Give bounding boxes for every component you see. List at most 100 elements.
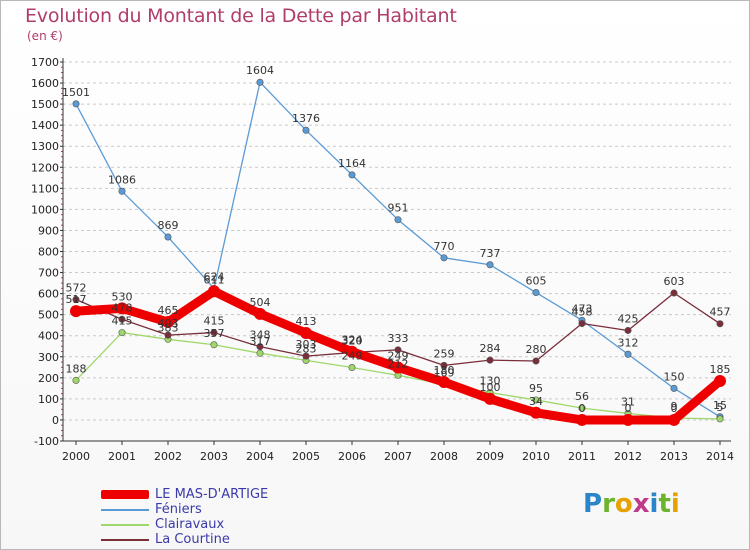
data-point	[254, 307, 266, 320]
y-tick-label: 900	[38, 224, 59, 237]
data-label: 1376	[292, 112, 320, 125]
y-tick-label: 100	[38, 393, 59, 406]
data-label: 56	[575, 390, 589, 403]
y-tick-label: 1200	[31, 161, 59, 174]
data-label: 0	[671, 402, 678, 415]
data-label: 1604	[246, 64, 274, 77]
data-point	[716, 320, 724, 328]
data-point	[530, 406, 542, 419]
legend-label: Clairavaux	[155, 517, 225, 532]
y-tick-label: 0	[52, 414, 59, 427]
data-label: 185	[710, 363, 731, 376]
x-tick-label: 2003	[200, 450, 228, 463]
y-tick-label: -100	[34, 435, 59, 448]
data-point	[118, 187, 126, 195]
x-tick-label: 2009	[476, 450, 504, 463]
data-label: 457	[710, 306, 731, 319]
y-tick-label: 1000	[31, 203, 59, 216]
x-tick-label: 2002	[154, 450, 182, 463]
legend-swatch	[101, 490, 149, 499]
data-label: 333	[388, 332, 409, 345]
legend-swatch	[101, 524, 149, 526]
chart-title: Evolution du Montant de la Dette par Hab…	[25, 5, 457, 27]
data-label: 415	[204, 315, 225, 328]
data-label: 130	[480, 375, 501, 388]
legend-label: La Courtine	[155, 532, 230, 547]
x-tick-label: 2001	[108, 450, 136, 463]
data-point	[578, 404, 586, 412]
series-group	[70, 78, 726, 426]
data-point	[438, 376, 450, 389]
data-point	[486, 356, 494, 364]
data-label: 249	[388, 350, 409, 363]
data-label: 1164	[338, 157, 366, 170]
data-label: 95	[529, 382, 543, 395]
data-label: 869	[158, 219, 179, 232]
data-label: 0	[625, 402, 632, 415]
x-tick-label: 2012	[614, 450, 642, 463]
data-label: 517	[66, 293, 87, 306]
data-label: 9	[671, 400, 678, 413]
axes: -100010020030040050060070080090010001100…	[31, 56, 734, 463]
x-tick-label: 2014	[706, 450, 734, 463]
data-label: 458	[572, 306, 593, 319]
y-tick-label: 1400	[31, 119, 59, 132]
data-point	[532, 289, 540, 297]
data-point	[532, 357, 540, 365]
data-point	[164, 233, 172, 241]
x-tick-label: 2004	[246, 450, 274, 463]
y-tick-label: 400	[38, 330, 59, 343]
data-label: 357	[204, 327, 225, 340]
data-labels: 1501 1086 869 624 1604 1376 1164 951 770 737 605 47…	[62, 64, 731, 415]
data-point	[532, 396, 540, 404]
data-point	[392, 361, 404, 374]
data-label: 504	[250, 296, 271, 309]
data-point	[300, 326, 312, 339]
y-tick-label: 1300	[31, 140, 59, 153]
data-label: 259	[434, 347, 455, 360]
proxiti-logo: Proxiti	[583, 489, 680, 519]
data-point	[394, 346, 402, 354]
data-point	[210, 341, 218, 349]
data-label: 1086	[108, 173, 136, 186]
data-point	[440, 254, 448, 262]
data-label: 737	[480, 247, 501, 260]
data-point	[118, 329, 126, 337]
y-tick-label: 800	[38, 246, 59, 259]
data-label: 530	[112, 290, 133, 303]
x-tick-label: 2011	[568, 450, 596, 463]
data-label: 1501	[62, 86, 90, 99]
y-tick-label: 700	[38, 267, 59, 280]
legend-swatch	[101, 539, 149, 541]
data-label: 150	[664, 370, 685, 383]
data-point	[716, 415, 724, 423]
x-tick-label: 2005	[292, 450, 320, 463]
data-point	[576, 413, 588, 426]
y-tick-label: 1700	[31, 56, 59, 69]
y-tick-label: 600	[38, 288, 59, 301]
data-point	[346, 345, 358, 358]
data-point	[118, 315, 126, 323]
data-label: 320	[342, 335, 363, 348]
data-label: 34	[529, 395, 543, 408]
data-point	[164, 331, 172, 339]
data-label: 212	[388, 357, 409, 370]
data-point	[578, 320, 586, 328]
data-point	[348, 364, 356, 372]
data-point	[668, 413, 680, 426]
data-point	[670, 289, 678, 297]
data-point	[622, 413, 634, 426]
data-label: 572	[66, 282, 87, 295]
y-tick-label: 1600	[31, 77, 59, 90]
data-label: 624	[204, 271, 225, 284]
data-label: 951	[388, 202, 409, 215]
data-point	[162, 316, 174, 329]
data-label: 15	[713, 399, 727, 412]
data-point	[302, 126, 310, 134]
data-label: 0	[579, 402, 586, 415]
data-label: 180	[434, 364, 455, 377]
data-label: 465	[158, 304, 179, 317]
data-label: 303	[296, 338, 317, 351]
x-tick-label: 2008	[430, 450, 458, 463]
